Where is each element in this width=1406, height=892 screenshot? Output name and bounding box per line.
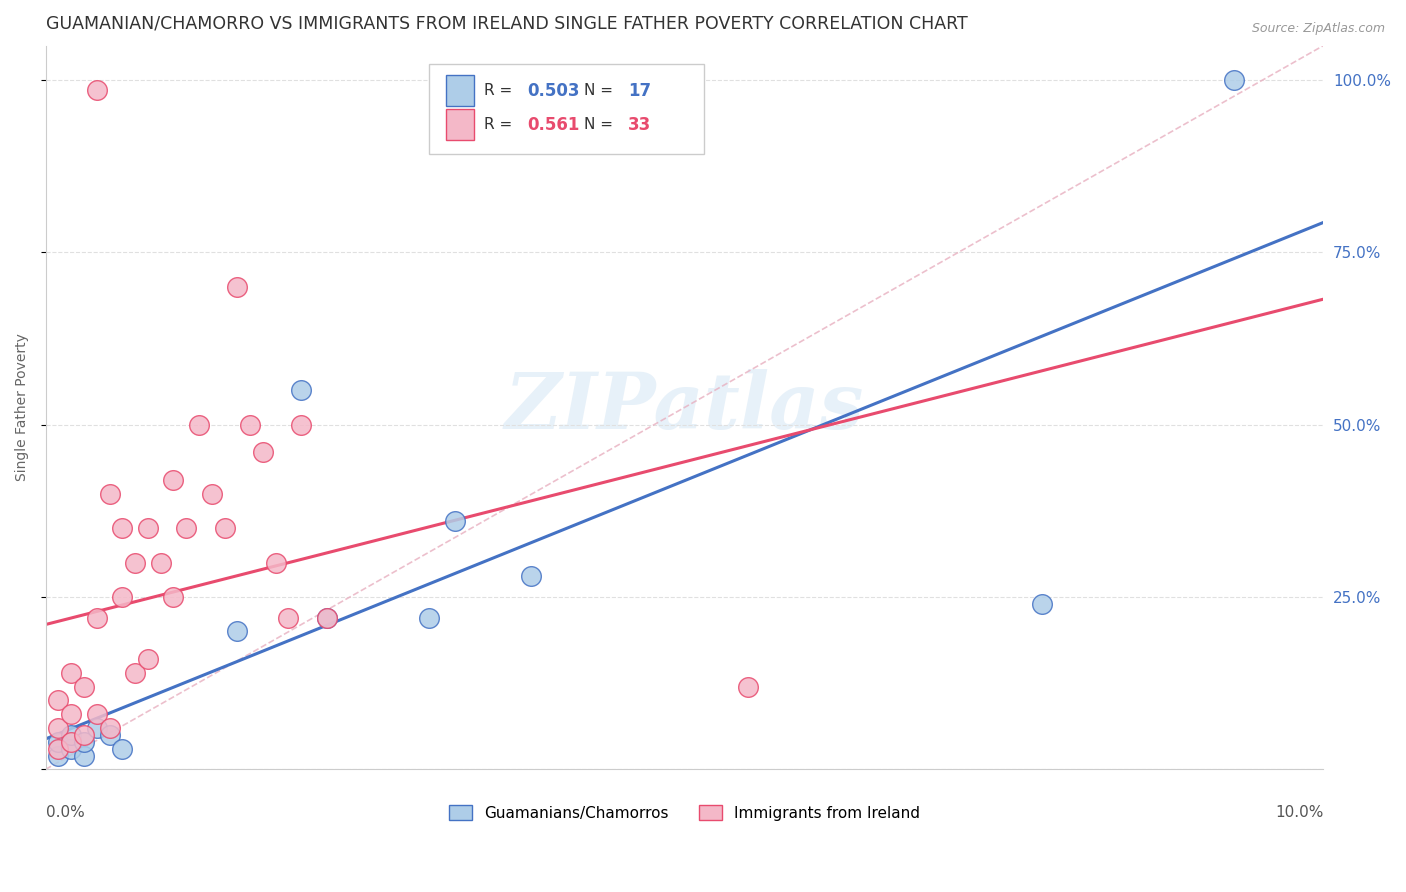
Point <box>162 590 184 604</box>
Point <box>48 693 70 707</box>
Point <box>60 707 83 722</box>
Text: N =: N = <box>583 83 617 98</box>
Y-axis label: Single Father Poverty: Single Father Poverty <box>15 334 30 482</box>
FancyBboxPatch shape <box>429 63 703 154</box>
Text: Source: ZipAtlas.com: Source: ZipAtlas.com <box>1251 22 1385 36</box>
Point <box>315 610 337 624</box>
Point <box>48 748 70 763</box>
Point <box>149 556 172 570</box>
Point <box>201 486 224 500</box>
Point <box>48 721 70 735</box>
Point <box>264 556 287 570</box>
Point <box>60 728 83 742</box>
Point <box>188 417 211 432</box>
Text: 10.0%: 10.0% <box>1275 805 1323 821</box>
Point <box>98 721 121 735</box>
Point <box>111 741 134 756</box>
Point <box>315 610 337 624</box>
Point <box>73 748 96 763</box>
Text: 0.503: 0.503 <box>527 81 579 100</box>
Point <box>277 610 299 624</box>
Point <box>86 83 108 97</box>
Point <box>1031 597 1053 611</box>
Point <box>73 680 96 694</box>
Legend: Guamanians/Chamorros, Immigrants from Ireland: Guamanians/Chamorros, Immigrants from Ir… <box>443 798 927 827</box>
Point <box>60 741 83 756</box>
Text: GUAMANIAN/CHAMORRO VS IMMIGRANTS FROM IRELAND SINGLE FATHER POVERTY CORRELATION : GUAMANIAN/CHAMORRO VS IMMIGRANTS FROM IR… <box>45 15 967 33</box>
Point <box>86 721 108 735</box>
Point <box>60 665 83 680</box>
Point <box>73 728 96 742</box>
Text: 33: 33 <box>628 116 651 134</box>
Point <box>60 735 83 749</box>
Point <box>1223 73 1246 87</box>
Text: 17: 17 <box>628 81 651 100</box>
Point <box>98 486 121 500</box>
Text: 0.561: 0.561 <box>527 116 579 134</box>
Point <box>73 735 96 749</box>
Point <box>98 728 121 742</box>
Point <box>290 417 312 432</box>
Point <box>226 280 249 294</box>
Text: R =: R = <box>484 83 517 98</box>
Point <box>86 610 108 624</box>
Point <box>737 680 759 694</box>
Point <box>214 521 236 535</box>
Point <box>418 610 440 624</box>
Point <box>290 384 312 398</box>
Point <box>136 521 159 535</box>
Point <box>443 514 465 528</box>
Point <box>136 652 159 666</box>
Point <box>124 665 146 680</box>
Point <box>174 521 197 535</box>
Point <box>520 569 543 583</box>
Point <box>252 445 274 459</box>
Text: N =: N = <box>583 117 617 132</box>
Point <box>86 707 108 722</box>
Point <box>48 741 70 756</box>
Text: 0.0%: 0.0% <box>45 805 84 821</box>
Point <box>124 556 146 570</box>
Point <box>111 590 134 604</box>
Point <box>48 735 70 749</box>
Point <box>162 473 184 487</box>
Bar <box>446 110 474 140</box>
Bar <box>446 75 474 106</box>
Point <box>111 521 134 535</box>
Point <box>226 624 249 639</box>
Point <box>239 417 262 432</box>
Text: ZIPatlas: ZIPatlas <box>505 369 865 446</box>
Text: R =: R = <box>484 117 517 132</box>
